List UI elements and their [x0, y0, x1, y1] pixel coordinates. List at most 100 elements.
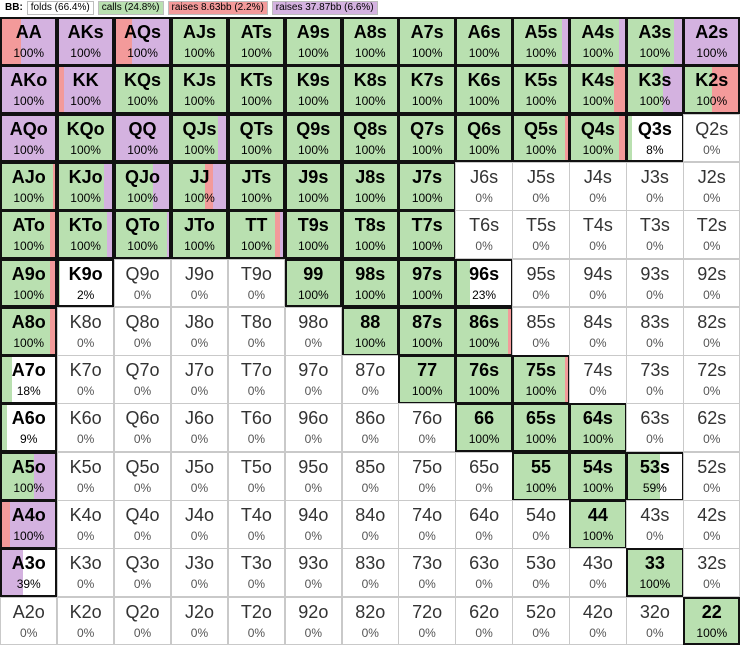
hand-cell[interactable]: K2s 100% [683, 65, 740, 115]
hand-cell[interactable]: A7o 18% [0, 355, 58, 404]
hand-cell[interactable]: 75o 0% [398, 451, 456, 501]
hand-cell[interactable]: K9s 100% [284, 65, 343, 115]
hand-cell[interactable]: 87s 100% [398, 306, 456, 356]
hand-cell[interactable]: 53s 59% [626, 451, 684, 501]
hand-cell[interactable]: 85o 0% [341, 451, 399, 501]
hand-cell[interactable]: 92s 0% [683, 258, 740, 308]
hand-cell[interactable]: 94s 0% [569, 258, 627, 308]
hand-cell[interactable]: K6o 0% [56, 403, 115, 453]
hand-cell[interactable]: 74s 0% [569, 355, 627, 404]
hand-cell[interactable]: 54s 100% [569, 451, 627, 501]
hand-cell[interactable]: T4s 0% [569, 210, 627, 260]
hand-cell[interactable]: T9o 0% [227, 258, 286, 308]
hand-cell[interactable]: K9o 2% [56, 258, 115, 308]
hand-cell[interactable]: 82o 0% [341, 596, 399, 645]
hand-cell[interactable]: 84s 0% [569, 306, 627, 356]
hand-cell[interactable]: 73o 0% [398, 548, 456, 598]
hand-cell[interactable]: J8o 0% [170, 306, 229, 356]
hand-cell[interactable]: T9s 100% [284, 210, 343, 260]
hand-cell[interactable]: J6s 0% [455, 161, 513, 211]
hand-cell[interactable]: A6s 100% [455, 17, 513, 66]
hand-cell[interactable]: Q7o 0% [113, 355, 172, 404]
hand-cell[interactable]: QJo 100% [113, 161, 172, 211]
hand-cell[interactable]: 54o 0% [512, 500, 570, 549]
hand-cell[interactable]: 72s 0% [683, 355, 740, 404]
hand-cell[interactable]: J4o 0% [170, 500, 229, 549]
hand-cell[interactable]: T6s 0% [455, 210, 513, 260]
hand-cell[interactable]: 96s 23% [455, 258, 513, 308]
hand-cell[interactable]: T6o 0% [227, 403, 286, 453]
hand-cell[interactable]: A6o 9% [0, 403, 58, 453]
hand-cell[interactable]: 93s 0% [626, 258, 684, 308]
hand-cell[interactable]: T5s 0% [512, 210, 570, 260]
hand-cell[interactable]: JJ 100% [170, 161, 229, 211]
hand-cell[interactable]: A9o 100% [0, 258, 58, 308]
hand-cell[interactable]: 83s 0% [626, 306, 684, 356]
hand-cell[interactable]: QQ 100% [113, 113, 172, 163]
hand-cell[interactable]: 53o 0% [512, 548, 570, 598]
hand-cell[interactable]: 87o 0% [341, 355, 399, 404]
hand-cell[interactable]: AQs 100% [113, 17, 172, 66]
hand-cell[interactable]: QTs 100% [227, 113, 286, 163]
hand-cell[interactable]: K2o 0% [56, 596, 115, 645]
hand-cell[interactable]: 97s 100% [398, 258, 456, 308]
hand-cell[interactable]: 42o 0% [569, 596, 627, 645]
hand-cell[interactable]: A2o 0% [0, 596, 58, 645]
hand-cell[interactable]: 52o 0% [512, 596, 570, 645]
hand-cell[interactable]: KJs 100% [170, 65, 229, 115]
hand-cell[interactable]: AKo 100% [0, 65, 58, 115]
hand-cell[interactable]: KK 100% [56, 65, 115, 115]
hand-cell[interactable]: 65s 100% [512, 403, 570, 453]
hand-cell[interactable]: J6o 0% [170, 403, 229, 453]
hand-cell[interactable]: JTo 100% [170, 210, 229, 260]
hand-cell[interactable]: 64o 0% [455, 500, 513, 549]
hand-cell[interactable]: 82s 0% [683, 306, 740, 356]
hand-cell[interactable]: T8s 100% [341, 210, 399, 260]
hand-cell[interactable]: 93o 0% [284, 548, 343, 598]
hand-cell[interactable]: 66 100% [455, 403, 513, 453]
hand-cell[interactable]: Q3s 8% [626, 113, 684, 163]
hand-cell[interactable]: Q8o 0% [113, 306, 172, 356]
hand-cell[interactable]: A7s 100% [398, 17, 456, 66]
hand-cell[interactable]: A3o 39% [0, 548, 58, 598]
hand-cell[interactable]: 63s 0% [626, 403, 684, 453]
hand-cell[interactable]: QTo 100% [113, 210, 172, 260]
hand-cell[interactable]: A2s 100% [683, 17, 740, 66]
hand-cell[interactable]: 64s 100% [569, 403, 627, 453]
hand-cell[interactable]: 76s 100% [455, 355, 513, 404]
hand-cell[interactable]: K4s 100% [569, 65, 627, 115]
hand-cell[interactable]: A8o 100% [0, 306, 58, 356]
hand-cell[interactable]: 52s 0% [683, 451, 740, 501]
hand-cell[interactable]: A8s 100% [341, 17, 399, 66]
hand-cell[interactable]: 95s 0% [512, 258, 570, 308]
hand-cell[interactable]: KJo 100% [56, 161, 115, 211]
hand-cell[interactable]: Q4s 100% [569, 113, 627, 163]
hand-cell[interactable]: AA 100% [0, 17, 58, 66]
hand-cell[interactable]: T2s 0% [683, 210, 740, 260]
hand-cell[interactable]: 32s 0% [683, 548, 740, 598]
hand-cell[interactable]: T5o 0% [227, 451, 286, 501]
hand-cell[interactable]: K5o 0% [56, 451, 115, 501]
hand-cell[interactable]: 86o 0% [341, 403, 399, 453]
hand-cell[interactable]: Q6s 100% [455, 113, 513, 163]
hand-cell[interactable]: 98o 0% [284, 306, 343, 356]
hand-cell[interactable]: 44 100% [569, 500, 627, 549]
hand-cell[interactable]: Q6o 0% [113, 403, 172, 453]
hand-cell[interactable]: 43o 0% [569, 548, 627, 598]
hand-cell[interactable]: 32o 0% [626, 596, 684, 645]
hand-cell[interactable]: AKs 100% [56, 17, 115, 66]
hand-cell[interactable]: AQo 100% [0, 113, 58, 163]
hand-cell[interactable]: 96o 0% [284, 403, 343, 453]
hand-cell[interactable]: KTs 100% [227, 65, 286, 115]
hand-cell[interactable]: K8s 100% [341, 65, 399, 115]
hand-cell[interactable]: K4o 0% [56, 500, 115, 549]
hand-cell[interactable]: 98s 100% [341, 258, 399, 308]
hand-cell[interactable]: 76o 0% [398, 403, 456, 453]
hand-cell[interactable]: ATs 100% [227, 17, 286, 66]
hand-cell[interactable]: 88 100% [341, 306, 399, 356]
hand-cell[interactable]: Q5s 100% [512, 113, 570, 163]
hand-cell[interactable]: 22 100% [683, 596, 740, 645]
hand-cell[interactable]: K6s 100% [455, 65, 513, 115]
hand-cell[interactable]: Q3o 0% [113, 548, 172, 598]
hand-cell[interactable]: J9o 0% [170, 258, 229, 308]
